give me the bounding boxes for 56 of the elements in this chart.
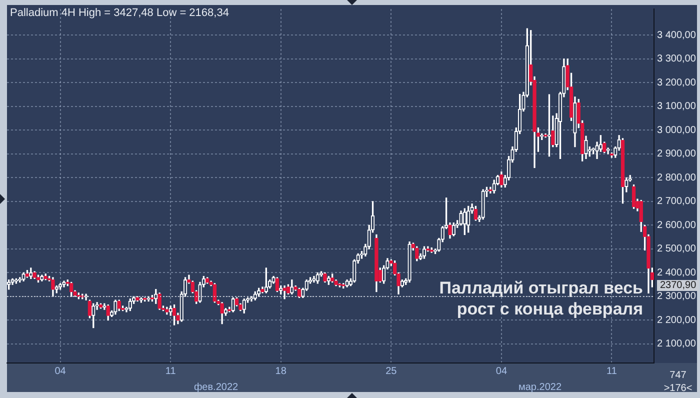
text: мар.2022 bbox=[518, 382, 562, 393]
y-tick-label: 2 100,00 bbox=[657, 338, 696, 350]
candlestick bbox=[481, 189, 485, 220]
candlestick bbox=[326, 276, 330, 285]
y-tick-label: 2 500,00 bbox=[657, 244, 696, 255]
x-tick-label: 11 bbox=[165, 366, 176, 377]
candlestick bbox=[606, 148, 610, 154]
candlestick bbox=[102, 303, 106, 310]
text: >176< bbox=[664, 382, 692, 394]
y-tick-label: 2 900,00 bbox=[657, 148, 696, 160]
y-tick-label: 2 200,00 bbox=[657, 314, 696, 326]
y-tick-label: 3 100,00 bbox=[657, 101, 696, 112]
y-tick-label: 2 400,00 bbox=[657, 267, 696, 278]
candlestick bbox=[624, 177, 628, 192]
candlestick bbox=[62, 280, 66, 288]
candlestick bbox=[14, 278, 18, 284]
candlestick bbox=[224, 308, 228, 316]
y-tick-label: 2 700,00 bbox=[657, 196, 696, 208]
y-tick-label: 3 000,00 bbox=[657, 124, 696, 136]
y-tick-label: 3 300,00 bbox=[657, 54, 696, 65]
candlestick bbox=[22, 272, 26, 282]
text: 2370,90 bbox=[660, 280, 697, 291]
y-tick-label: 3 200,00 bbox=[657, 77, 696, 88]
candlestick bbox=[146, 296, 150, 302]
x-tick-label: 11 bbox=[606, 366, 618, 377]
text: 747 bbox=[670, 370, 687, 381]
chart-title: Palladium 4H High = 3427,48 Low = 2168,34 bbox=[10, 7, 229, 20]
candlestick bbox=[242, 298, 246, 314]
candlestick bbox=[547, 94, 552, 157]
candlestick bbox=[466, 206, 470, 233]
candlestick bbox=[114, 300, 118, 315]
candlestick bbox=[462, 208, 467, 236]
candlestick bbox=[400, 280, 404, 288]
candlestick bbox=[459, 210, 463, 226]
annotation: Палладий отыграл весь рост с конца февраля bbox=[439, 278, 643, 319]
candlestick bbox=[256, 288, 261, 297]
candlestick bbox=[345, 280, 349, 288]
y-tick-label: 2 600,00 bbox=[657, 220, 696, 231]
candlestick bbox=[422, 246, 426, 259]
candlestick bbox=[40, 274, 44, 282]
x-tick-label: 25 bbox=[386, 366, 398, 377]
text: фев.2022 bbox=[194, 382, 238, 393]
candlestick bbox=[264, 268, 268, 294]
candlestick bbox=[408, 242, 412, 283]
x-tick-label: 04 bbox=[54, 366, 66, 377]
y-tick-label: 2 800,00 bbox=[657, 172, 696, 184]
x-tick-label: 18 bbox=[275, 366, 287, 377]
y-tick-label: 3 400,00 bbox=[657, 30, 696, 41]
candlestick bbox=[139, 297, 144, 303]
candlestick bbox=[282, 285, 286, 300]
candlestick bbox=[92, 303, 96, 328]
candlestick bbox=[584, 136, 588, 160]
y-tick-label: 2 300,00 bbox=[657, 291, 696, 302]
candlestick bbox=[312, 276, 316, 283]
candlestick bbox=[231, 297, 235, 312]
x-tick-label: 04 bbox=[496, 366, 508, 377]
